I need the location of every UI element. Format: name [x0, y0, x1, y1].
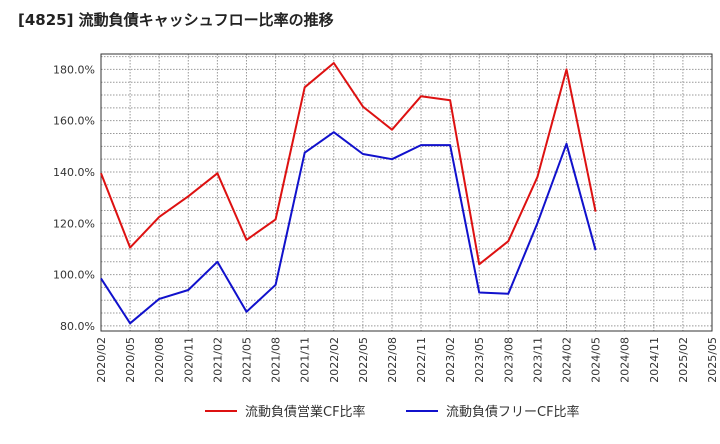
x-tick-label: 2023/02 [444, 337, 457, 383]
chart-title: [4825] 流動負債キャッシュフロー比率の推移 [18, 9, 334, 30]
x-tick-label: 2025/05 [706, 337, 719, 383]
x-tick-label: 2022/05 [357, 337, 370, 383]
x-tick-label: 2023/11 [531, 337, 544, 383]
x-tick-label: 2021/08 [270, 337, 283, 383]
x-tick-label: 2021/11 [299, 337, 312, 383]
x-tick-label: 2024/02 [561, 337, 574, 383]
x-tick-label: 2023/08 [502, 337, 515, 383]
y-tick-label: 80.0% [60, 320, 95, 333]
x-tick-label: 2020/11 [182, 337, 195, 383]
x-tick-label: 2020/08 [153, 337, 166, 383]
x-tick-label: 2023/05 [473, 337, 486, 383]
y-tick-label: 180.0% [53, 63, 95, 76]
y-tick-label: 140.0% [53, 166, 95, 179]
y-tick-label: 120.0% [53, 217, 95, 230]
x-tick-label: 2024/08 [619, 337, 632, 383]
x-tick-label: 2022/08 [386, 337, 399, 383]
x-tick-label: 2022/02 [328, 337, 341, 383]
x-tick-label: 2021/02 [211, 337, 224, 383]
y-tick-label: 100.0% [53, 269, 95, 282]
x-tick-label: 2024/05 [590, 337, 603, 383]
x-tick-label: 2020/05 [124, 337, 137, 383]
legend-label-1: 流動負債営業CF比率 [245, 404, 366, 420]
x-tick-label: 2025/02 [677, 337, 690, 383]
x-tick-label: 2022/11 [415, 337, 428, 383]
y-tick-label: 160.0% [53, 115, 95, 128]
legend-label-2: 流動負債フリーCF比率 [446, 404, 580, 420]
x-tick-label: 2021/05 [240, 337, 253, 383]
x-tick-label: 2020/02 [95, 337, 108, 383]
x-tick-label: 2024/11 [648, 337, 661, 383]
